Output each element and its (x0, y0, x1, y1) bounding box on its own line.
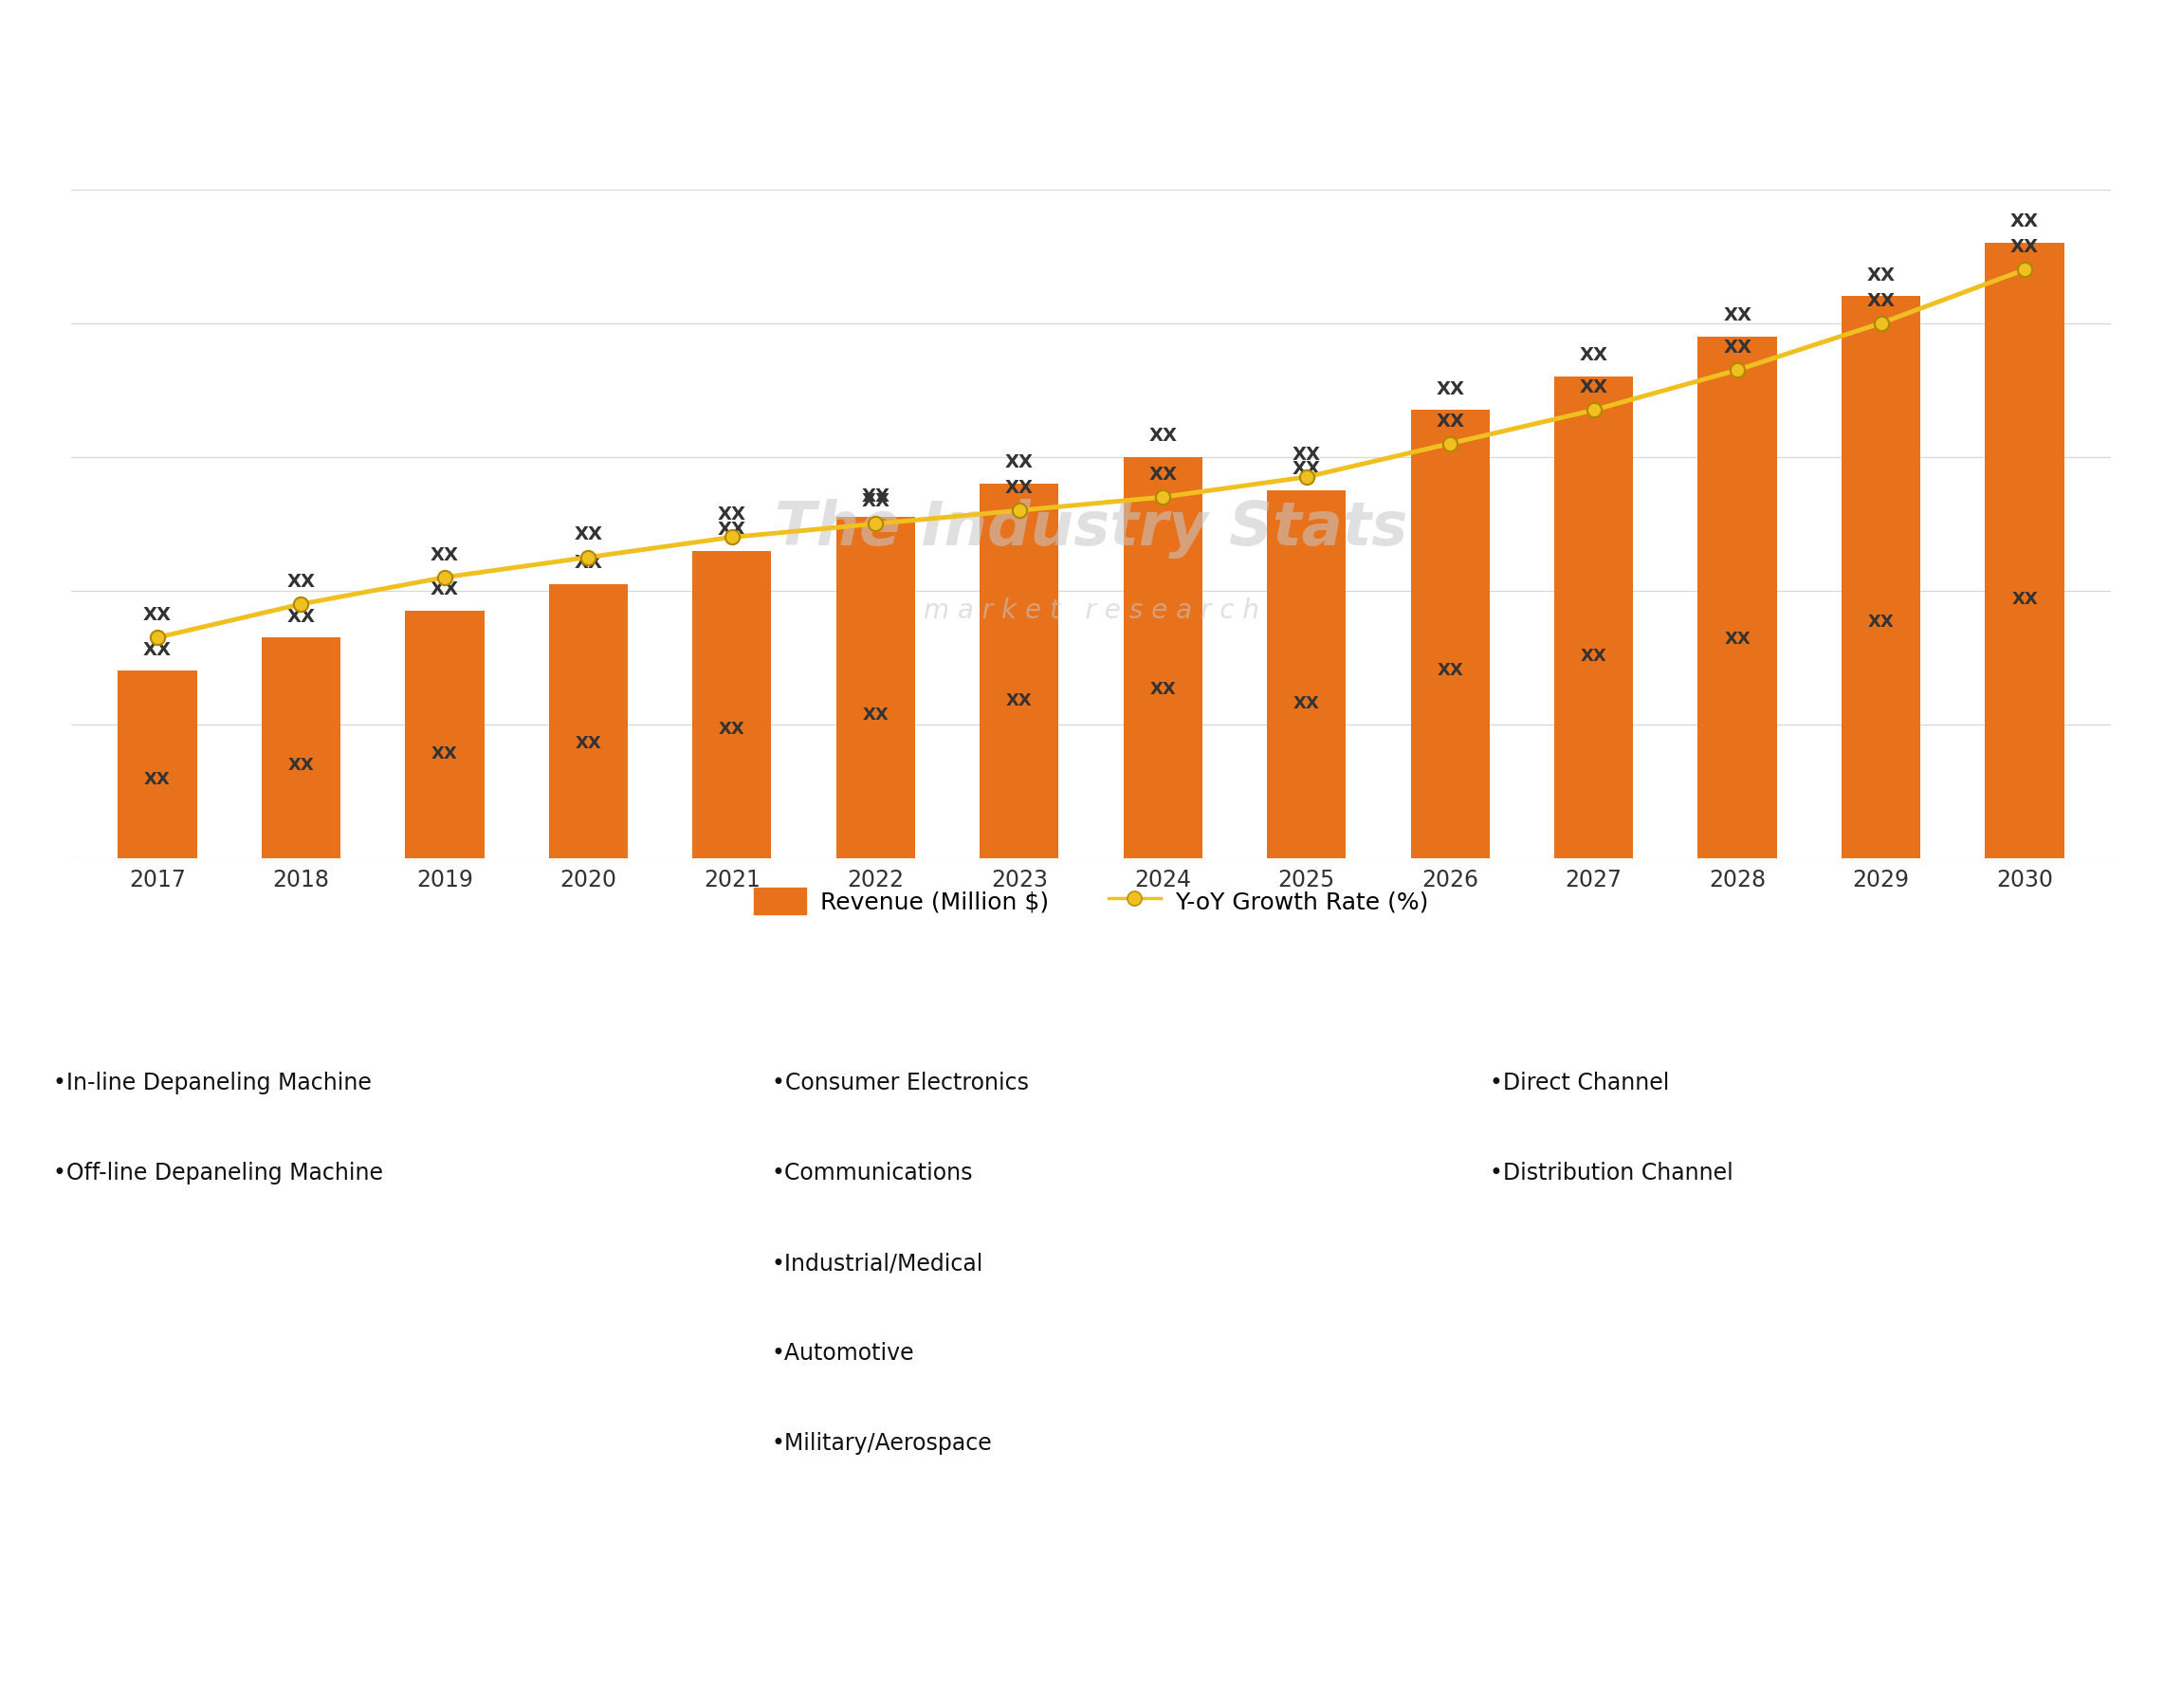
Text: •Distribution Channel: •Distribution Channel (1490, 1161, 1733, 1185)
Text: •Direct Channel: •Direct Channel (1490, 1071, 1669, 1095)
Text: XX: XX (286, 608, 314, 625)
Text: XX: XX (1580, 647, 1606, 664)
Text: XX: XX (862, 707, 888, 724)
Text: XX: XX (430, 547, 458, 564)
Text: XX: XX (2012, 591, 2038, 608)
Text: Fig. Global Depaneling Machine Market Status and Outlook: Fig. Global Depaneling Machine Market St… (28, 29, 1084, 61)
Text: XX: XX (1006, 454, 1034, 471)
Bar (262, 637, 340, 857)
Text: •Industrial/Medical: •Industrial/Medical (772, 1252, 984, 1274)
Text: XX: XX (574, 526, 602, 543)
Bar (1554, 377, 1634, 857)
Text: XX: XX (1868, 613, 1894, 630)
Text: XX: XX (576, 734, 602, 752)
Text: Application: Application (1010, 996, 1172, 1020)
Text: XX: XX (1868, 266, 1896, 284)
Bar (406, 611, 484, 857)
Text: XX: XX (288, 757, 314, 774)
Legend: Revenue (Million $), Y-oY Growth Rate (%): Revenue (Million $), Y-oY Growth Rate (%… (744, 878, 1438, 924)
Bar (1124, 458, 1202, 857)
Text: XX: XX (1868, 292, 1896, 309)
Bar (836, 518, 914, 857)
Text: •Military/Aerospace: •Military/Aerospace (772, 1431, 993, 1455)
Text: •Consumer Electronics: •Consumer Electronics (772, 1071, 1028, 1095)
Bar (980, 483, 1058, 857)
Bar (1410, 410, 1490, 857)
Bar (1842, 297, 1920, 857)
Text: XX: XX (144, 606, 172, 623)
Text: Website: www.theindustrystats.com: Website: www.theindustrystats.com (1724, 1665, 2156, 1684)
Text: XX: XX (1436, 379, 1464, 398)
Text: XX: XX (862, 487, 890, 506)
Text: XX: XX (1148, 466, 1176, 483)
Bar (1268, 490, 1346, 857)
Text: XX: XX (432, 746, 458, 763)
Text: The Industry Stats: The Industry Stats (775, 499, 1407, 559)
Text: •In-line Depaneling Machine: •In-line Depaneling Machine (52, 1071, 371, 1095)
Text: •Off-line Depaneling Machine: •Off-line Depaneling Machine (52, 1161, 384, 1185)
Text: XX: XX (1724, 306, 1752, 325)
Text: XX: XX (1580, 347, 1608, 364)
Text: XX: XX (1148, 427, 1176, 444)
Text: XX: XX (1436, 412, 1464, 430)
Text: XX: XX (1006, 692, 1032, 709)
Bar (1698, 336, 1776, 857)
Text: Product Types: Product Types (273, 996, 471, 1020)
Text: XX: XX (1724, 338, 1752, 357)
Text: XX: XX (1580, 379, 1608, 396)
Text: XX: XX (718, 506, 746, 524)
Text: Sales Channels: Sales Channels (1702, 996, 1916, 1020)
Bar (692, 550, 772, 857)
Text: •Automotive: •Automotive (772, 1342, 914, 1365)
Text: XX: XX (1438, 661, 1464, 678)
Text: XX: XX (718, 521, 746, 538)
Text: Email: sales@theindustrystats.com: Email: sales@theindustrystats.com (882, 1665, 1300, 1684)
Text: XX: XX (1150, 681, 1176, 699)
Text: XX: XX (1294, 695, 1320, 712)
Text: XX: XX (574, 553, 602, 572)
Text: Source: Theindustrystats Analysis: Source: Theindustrystats Analysis (26, 1665, 432, 1684)
Text: XX: XX (862, 492, 890, 511)
Bar (1986, 243, 2064, 857)
Text: XX: XX (2010, 237, 2038, 256)
Bar (118, 671, 196, 857)
Text: XX: XX (144, 770, 170, 787)
Text: XX: XX (144, 640, 172, 659)
Text: m a r k e t   r e s e a r c h: m a r k e t r e s e a r c h (923, 598, 1259, 625)
Bar (548, 584, 628, 857)
Text: XX: XX (718, 721, 744, 738)
Text: XX: XX (1292, 446, 1320, 463)
Text: XX: XX (1724, 630, 1750, 647)
Text: XX: XX (1006, 478, 1034, 497)
Text: •Communications: •Communications (772, 1161, 973, 1185)
Text: XX: XX (286, 572, 314, 591)
Text: XX: XX (1292, 459, 1320, 478)
Text: XX: XX (2010, 214, 2038, 231)
Text: XX: XX (430, 581, 458, 600)
